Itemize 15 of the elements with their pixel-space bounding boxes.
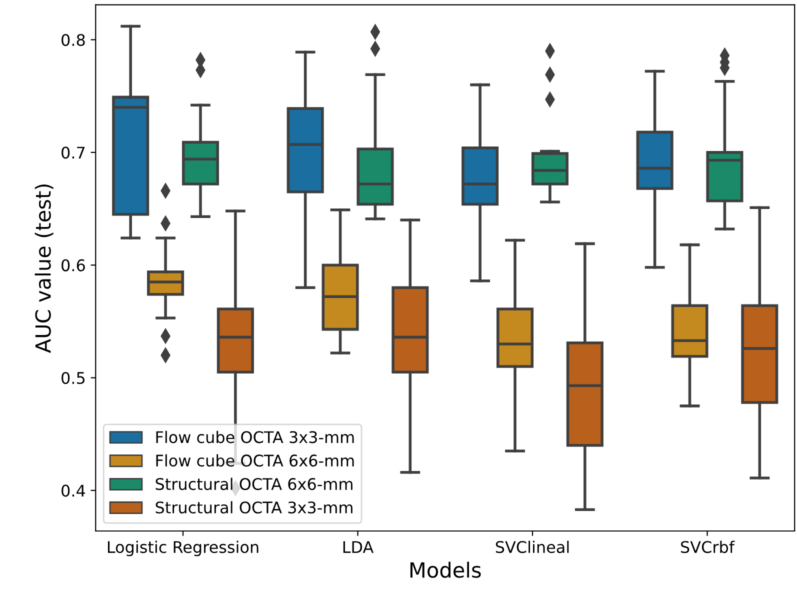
legend-label: Structural OCTA 6x6-mm — [156, 478, 352, 490]
legend-label: Flow cube OCTA 3x3-mm — [156, 430, 354, 444]
x-tick-label: SVCrbf — [681, 540, 735, 554]
x-tick-label: Logistic Regression — [108, 540, 258, 556]
x-tick-label: SVClineal — [496, 540, 569, 554]
y-tick-label: 0.4 — [62, 484, 86, 497]
legend-label: Flow cube OCTA 6x6-mm — [156, 454, 354, 467]
x-axis-title: Models — [410, 562, 481, 578]
y-tick-label: 0.5 — [62, 372, 85, 384]
y-tick-label: 0.8 — [62, 34, 85, 46]
x-tick-label: LDA — [343, 541, 374, 553]
y-tick-label: 0.7 — [62, 146, 85, 159]
y-axis-title: AUC value (test) — [34, 184, 54, 353]
y-tick-label: 0.6 — [62, 259, 85, 272]
legend-label: Structural OCTA 3x3-mm — [156, 501, 352, 514]
